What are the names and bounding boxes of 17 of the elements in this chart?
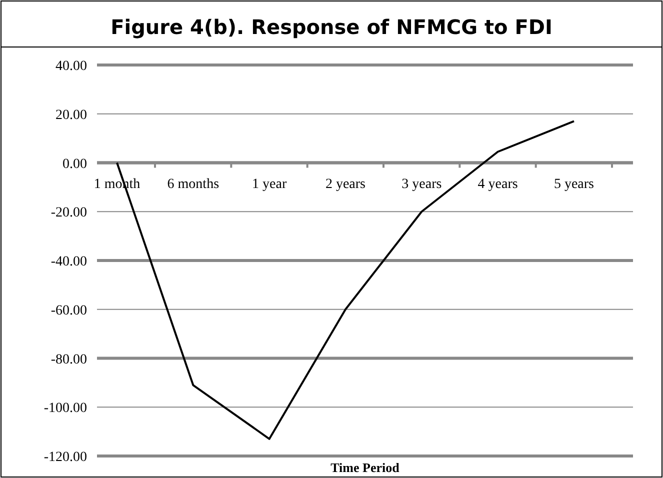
y-tick-label: -20.00 <box>50 206 87 221</box>
x-tick-label: 4 years <box>478 176 518 192</box>
x-tick-label: 1 year <box>252 176 287 192</box>
x-tick-label: 6 months <box>167 176 220 192</box>
x-axis-title: Time Period <box>330 460 400 475</box>
y-tick-label: 40.00 <box>56 59 87 74</box>
chart-title: Figure 4(b). Response of NFMCG to FDI <box>110 15 552 39</box>
y-tick-label: -40.00 <box>50 254 87 270</box>
x-tick-label: 2 years <box>325 176 366 192</box>
x-tick-label: 5 years <box>554 176 594 192</box>
y-tick-label: -100.00 <box>44 401 87 416</box>
x-tick-label: 3 years <box>402 176 442 192</box>
y-tick-label: -80.00 <box>50 352 87 368</box>
y-tick-label: 20.00 <box>56 108 87 123</box>
y-tick-label: -60.00 <box>50 303 87 318</box>
y-tick-label: 0.00 <box>62 156 87 172</box>
y-tick-label: -120.00 <box>44 450 87 465</box>
